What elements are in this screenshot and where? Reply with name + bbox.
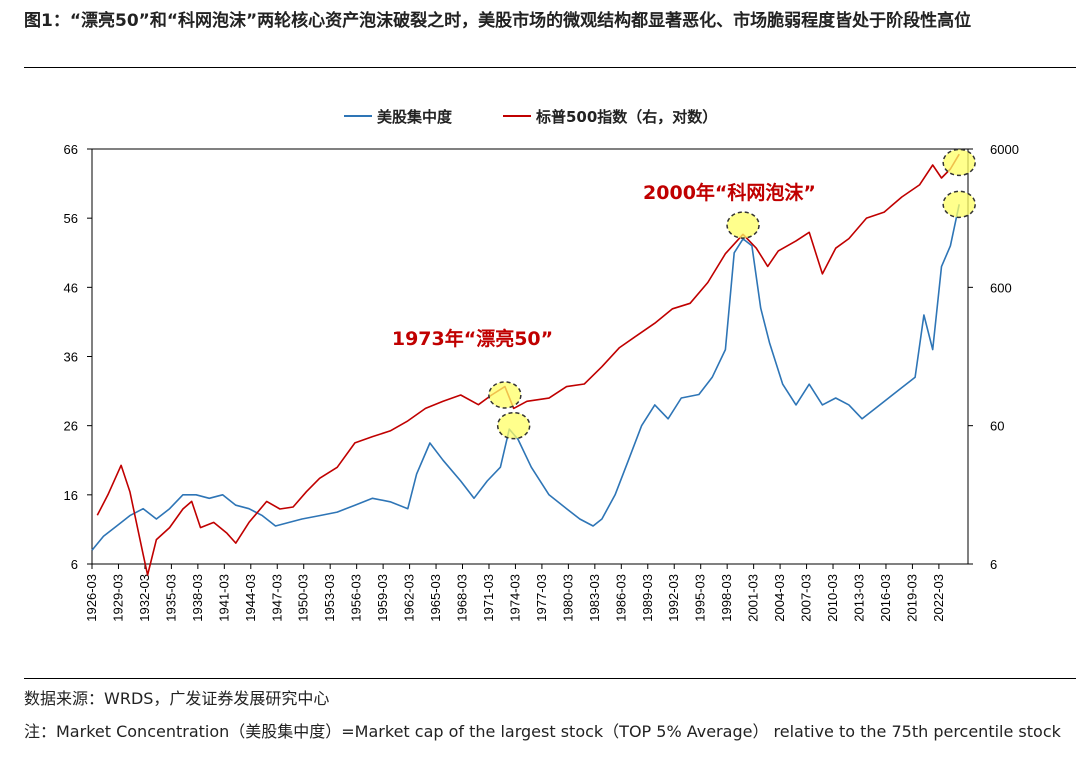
plot-frame	[91, 148, 969, 565]
x-tick-label: 1992-03	[666, 574, 681, 622]
y-left-tick-label: 56	[64, 211, 78, 226]
x-tick-label: 1926-03	[84, 574, 99, 622]
x-tick-label: 1989-03	[640, 574, 655, 622]
x-tick-label: 1986-03	[613, 574, 628, 622]
x-tick-label: 1998-03	[719, 574, 734, 622]
title-divider	[24, 67, 1076, 68]
x-tick-label: 2007-03	[799, 574, 814, 622]
x-tick-label: 2016-03	[878, 574, 893, 622]
x-tick-label: 1953-03	[322, 574, 337, 622]
y-right-tick-label: 600	[990, 280, 1012, 295]
x-tick-label: 1995-03	[693, 574, 708, 622]
highlight-marker	[488, 381, 522, 409]
y-right-tick-label: 6000	[990, 142, 1019, 157]
x-tick-label: 2001-03	[746, 574, 761, 622]
chart-highlights	[488, 148, 976, 440]
x-tick-label: 2022-03	[931, 574, 946, 622]
x-tick-label: 1944-03	[243, 574, 258, 622]
y-right-tick-label: 60	[990, 419, 1004, 434]
x-tick-label: 1947-03	[269, 574, 284, 622]
chart-annotations: 1973年“漂亮50” 2000年“科网泡沫”	[392, 181, 816, 350]
legend-label-concentration: 美股集中度	[377, 108, 453, 126]
x-tick-label: 2010-03	[825, 574, 840, 622]
y-left-tick-label: 36	[64, 350, 78, 365]
footer-divider	[24, 678, 1076, 679]
chart-area: 美股集中度 标普500指数（右，对数） 61626364656666606006…	[64, 108, 1019, 622]
annotation-label: 1973年“漂亮50”	[392, 327, 553, 350]
figure-title: 图1：“漂亮50”和“科网泡沫”两轮核心资产泡沫破裂之时，美股市场的微观结构都显…	[24, 11, 972, 31]
x-tick-label: 1932-03	[137, 574, 152, 622]
x-tick-label: 2004-03	[772, 574, 787, 622]
highlight-marker	[942, 190, 976, 219]
x-tick-label: 1929-03	[110, 574, 125, 622]
footnote: 注：Market Concentration（美股集中度）=Market cap…	[24, 722, 1061, 741]
y-left-tick-label: 6	[71, 557, 78, 572]
y-left-tick-label: 66	[64, 142, 78, 157]
x-tick-label: 2019-03	[904, 574, 919, 622]
series-line-concentration	[91, 204, 960, 551]
x-tick-label: 1962-03	[402, 574, 417, 622]
y-left-tick-label: 16	[64, 488, 78, 503]
x-tick-label: 1977-03	[534, 574, 549, 622]
data-source: 数据来源：WRDS，广发证券发展研究中心	[24, 689, 330, 708]
y-left-tick-label: 46	[64, 280, 78, 295]
chart-series	[91, 153, 960, 576]
x-tick-label: 1956-03	[349, 574, 364, 622]
highlight-marker	[726, 211, 760, 239]
x-tick-label: 1983-03	[587, 574, 602, 622]
annotation-label: 2000年“科网泡沫”	[643, 181, 816, 204]
x-tick-label: 1974-03	[507, 574, 522, 622]
x-tick-label: 1968-03	[455, 574, 470, 622]
highlight-marker	[496, 411, 531, 440]
legend-label-sp500: 标普500指数（右，对数）	[535, 108, 717, 126]
x-tick-label: 1935-03	[163, 574, 178, 622]
y-right-tick-label: 6	[990, 557, 997, 572]
series-line-sp500	[96, 153, 960, 576]
chart-legend: 美股集中度 标普500指数（右，对数）	[344, 108, 717, 126]
x-tick-label: 1971-03	[481, 574, 496, 622]
x-tick-label: 1938-03	[190, 574, 205, 622]
x-tick-label: 2013-03	[851, 574, 866, 622]
x-tick-label: 1941-03	[216, 574, 231, 622]
x-tick-label: 1965-03	[428, 574, 443, 622]
y-left-tick-label: 26	[64, 419, 78, 434]
x-tick-label: 1980-03	[560, 574, 575, 622]
x-tick-label: 1959-03	[375, 574, 390, 622]
highlight-marker	[942, 148, 976, 177]
x-tick-label: 1950-03	[296, 574, 311, 622]
